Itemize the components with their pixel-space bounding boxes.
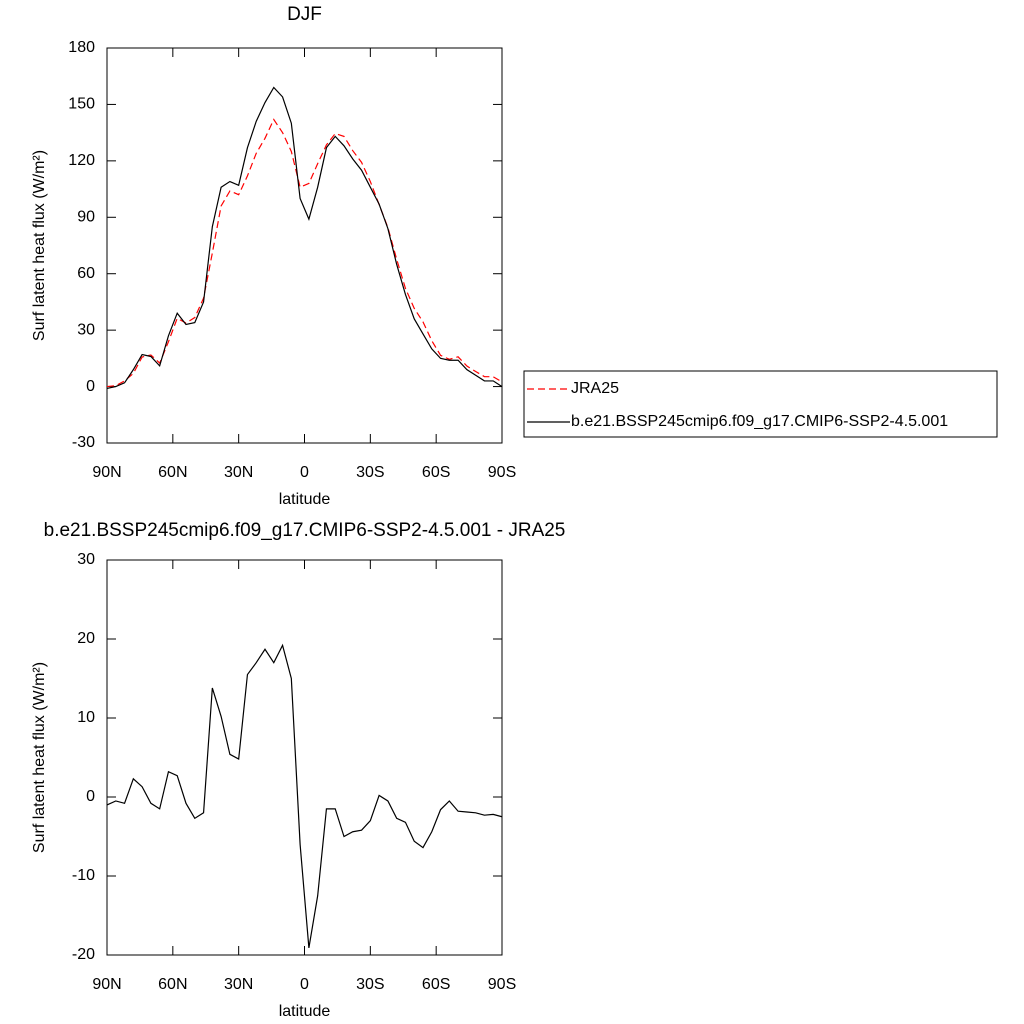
x-tick-label: 30S [356,976,384,993]
x-tick-label: 60S [422,976,450,993]
y-tick-label: 0 [86,788,95,805]
x-tick-label: 0 [300,464,309,481]
y-tick-label: 90 [77,209,95,226]
x-tick-label: 60S [422,464,450,481]
legend-label: b.e21.BSSP245cmip6.f09_g17.CMIP6-SSP2-4.… [571,413,948,430]
y-tick-label: 10 [77,709,95,726]
y-tick-label: 20 [77,630,95,647]
y-axis-label: Surf latent heat flux (W/m²) [31,150,48,341]
y-tick-label: 120 [68,152,95,169]
y-axis-label: Surf latent heat flux (W/m²) [31,662,48,853]
y-tick-label: 150 [68,96,95,113]
x-tick-label: 90S [488,464,516,481]
x-tick-label: 30N [224,464,253,481]
legend-box [523,370,998,438]
x-tick-label: 90S [488,976,516,993]
x-tick-label: 90N [92,464,121,481]
x-tick-label: 0 [300,976,309,993]
plot-frame [106,559,503,956]
y-tick-label: 180 [68,39,95,56]
y-tick-label: -20 [72,946,95,963]
x-tick-label: 60N [158,464,187,481]
plot-frame [106,47,503,444]
x-tick-label: 30N [224,976,253,993]
y-tick-label: 30 [77,321,95,338]
y-tick-label: 60 [77,265,95,282]
legend-label: JRA25 [571,380,619,397]
y-tick-label: -30 [72,434,95,451]
x-axis-label: latitude [279,1003,331,1020]
y-tick-label: 0 [86,378,95,395]
x-tick-label: 30S [356,464,384,481]
y-tick-label: -10 [72,867,95,884]
x-tick-label: 90N [92,976,121,993]
y-tick-label: 30 [77,551,95,568]
x-axis-label: latitude [279,491,331,508]
data-line [106,86,503,390]
data-line [106,118,503,388]
chart-title: b.e21.BSSP245cmip6.f09_g17.CMIP6-SSP2-4.… [44,520,566,541]
data-line [106,643,503,948]
x-tick-label: 60N [158,976,187,993]
chart-title: DJF [287,4,322,25]
